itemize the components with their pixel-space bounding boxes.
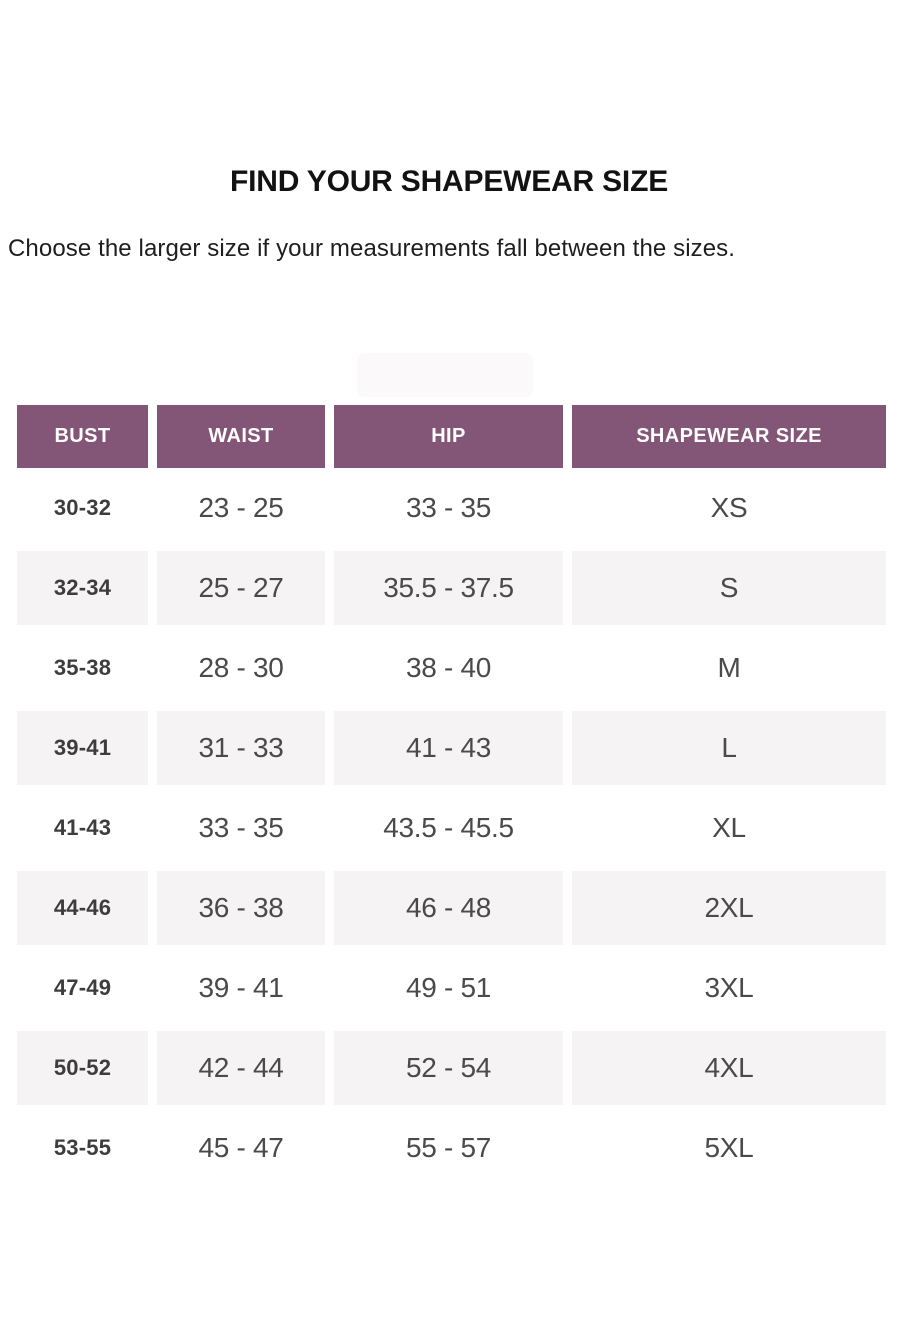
waist-cell: 23 - 25 bbox=[198, 492, 284, 523]
hip-cell: 46 - 48 bbox=[334, 868, 563, 948]
hip-cell: 41 - 43 bbox=[334, 708, 563, 788]
size-cell: S bbox=[572, 548, 886, 628]
waist-cell: 33 - 35 bbox=[198, 812, 284, 843]
size-cell: M bbox=[717, 652, 741, 683]
hip-cell: 49 - 51 bbox=[405, 972, 492, 1003]
waist-cell: 28 - 30 bbox=[198, 652, 284, 683]
waist-cell: 36 - 38 bbox=[157, 868, 325, 948]
page-title: FIND YOUR SHAPEWEAR SIZE bbox=[229, 165, 669, 198]
size-cell: 4XL bbox=[572, 1028, 886, 1108]
hip-cell: 43.5 - 45.5 bbox=[383, 812, 514, 843]
column-header-bust: BUST bbox=[17, 405, 148, 468]
size-cell: 3XL bbox=[704, 972, 754, 1003]
bust-cell: 44-46 bbox=[17, 868, 148, 948]
page-subtitle: Choose the larger size if your measureme… bbox=[8, 235, 736, 262]
size-chart-table: BUST WAIST HIP SHAPEWEAR SIZE 30-32 23 - 25 33… bbox=[17, 405, 886, 1188]
waist-cell: 31 - 33 bbox=[157, 708, 325, 788]
waist-cell: 39 - 41 bbox=[198, 972, 284, 1003]
waist-cell: 45 - 47 bbox=[198, 1132, 284, 1163]
bust-cell: 32-34 bbox=[17, 548, 148, 628]
bust-cell: 41-43 bbox=[53, 815, 112, 840]
size-cell: L bbox=[572, 708, 886, 788]
size-cell: 5XL bbox=[704, 1132, 754, 1163]
size-cell: XL bbox=[712, 812, 746, 843]
column-header-hip: HIP bbox=[334, 405, 563, 468]
bust-cell: 30-32 bbox=[53, 495, 112, 520]
hip-cell: 55 - 57 bbox=[405, 1132, 492, 1163]
faint-watermark-shape bbox=[357, 353, 533, 397]
bust-cell: 39-41 bbox=[17, 708, 148, 788]
size-cell: 2XL bbox=[572, 868, 886, 948]
column-header-shapewear-size: SHAPEWEAR SIZE bbox=[572, 405, 886, 468]
hip-cell: 38 - 40 bbox=[405, 652, 492, 683]
bust-cell: 53-55 bbox=[53, 1135, 112, 1160]
waist-cell: 42 - 44 bbox=[157, 1028, 325, 1108]
bust-cell: 50-52 bbox=[17, 1028, 148, 1108]
size-cell: XS bbox=[710, 492, 748, 523]
bust-cell: 47-49 bbox=[53, 975, 112, 1000]
hip-cell: 35.5 - 37.5 bbox=[334, 548, 563, 628]
hip-cell: 33 - 35 bbox=[405, 492, 492, 523]
column-header-waist: WAIST bbox=[157, 405, 325, 468]
bust-cell: 35-38 bbox=[53, 655, 112, 680]
waist-cell: 25 - 27 bbox=[157, 548, 325, 628]
hip-cell: 52 - 54 bbox=[334, 1028, 563, 1108]
